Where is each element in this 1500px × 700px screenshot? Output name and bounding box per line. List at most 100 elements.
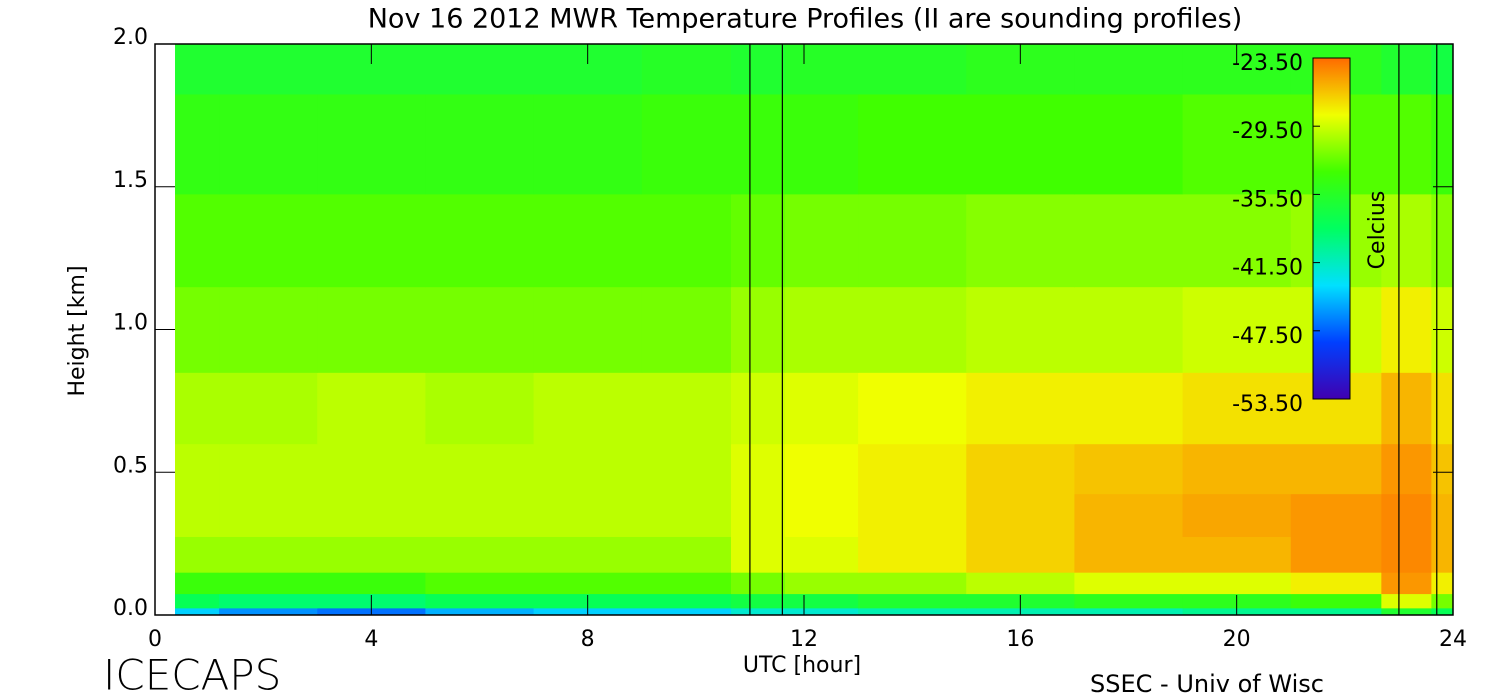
contour-cell: [1074, 44, 1184, 95]
y-axis-label: Height [km]: [65, 265, 90, 396]
contour-cell: [1431, 372, 1454, 445]
contour-cell: [785, 572, 859, 595]
contour-cell: [1431, 593, 1454, 609]
contour-cell: [1074, 193, 1184, 288]
x-tick-label: 24: [1439, 627, 1467, 652]
contour-cell: [1381, 372, 1432, 445]
contour-cell: [966, 193, 1075, 288]
contour-cell: [425, 572, 535, 595]
x-axis-label: UTC [hour]: [743, 653, 861, 678]
contour-cell: [1381, 493, 1432, 537]
contour-cell: [1290, 536, 1382, 573]
contour-cell: [1381, 572, 1432, 595]
y-tick-label: 0.0: [113, 596, 148, 621]
contour-cell: [1182, 372, 1292, 445]
contour-cell: [730, 193, 786, 288]
contour-cell: [533, 493, 643, 537]
contour-cell: [1290, 593, 1382, 609]
contour-cell: [219, 493, 318, 537]
contour-cell: [317, 93, 426, 195]
contour-cell: [1182, 493, 1292, 537]
contour-cell: [785, 536, 859, 573]
y-tick-label: 0.5: [113, 453, 148, 478]
contour-cell: [966, 536, 1075, 573]
contour-cell: [785, 286, 859, 373]
contour-cell: [175, 593, 220, 609]
contour-cell: [1290, 493, 1382, 537]
contour-cell: [1182, 93, 1292, 195]
contour-cell: [641, 443, 732, 495]
contour-cell: [858, 593, 967, 609]
contour-cell: [219, 44, 318, 95]
contour-cell: [317, 193, 426, 288]
contour-cell: [175, 93, 220, 195]
contour-cell: [175, 286, 220, 373]
x-tick-label: 0: [148, 627, 162, 652]
contour-cell: [219, 443, 318, 495]
contour-cell: [1182, 193, 1292, 288]
contour-cell: [533, 286, 643, 373]
contour-cell: [1074, 493, 1184, 537]
contour-cell: [730, 493, 786, 537]
contour-cell: [219, 286, 318, 373]
contour-cell: [966, 493, 1075, 537]
contour-cell: [317, 443, 426, 495]
contour-cell: [317, 493, 426, 537]
contour-cell: [317, 372, 426, 445]
contour-cell: [785, 372, 859, 445]
y-tick-label: 1.5: [113, 168, 148, 193]
contour-cell: [1074, 572, 1184, 595]
contour-cell: [533, 193, 643, 288]
contour-cell: [1074, 443, 1184, 495]
contour-cell: [1431, 193, 1454, 288]
colorbar-tick-label: -29.50: [1232, 119, 1303, 144]
contour-cell: [175, 372, 220, 445]
contour-cell: [1182, 572, 1292, 595]
contour-cell: [730, 443, 786, 495]
contour-cell: [1290, 572, 1382, 595]
contour-cell: [219, 536, 318, 573]
contour-cell: [175, 193, 220, 288]
contour-cell: [219, 593, 318, 609]
contour-cell: [425, 536, 535, 573]
contour-cell: [533, 372, 643, 445]
contour-cell: [785, 93, 859, 195]
footer-left: ICECAPS: [103, 651, 281, 700]
contour-cell: [175, 443, 220, 495]
contour-cell: [1290, 443, 1382, 495]
contour-cell: [1381, 44, 1432, 95]
contour-cell: [1431, 44, 1454, 95]
contour-cell: [1074, 286, 1184, 373]
contour-cell: [1381, 286, 1432, 373]
contour-cell: [1381, 593, 1432, 609]
contour-cell: [1381, 443, 1432, 495]
contour-cell: [533, 536, 643, 573]
colorbar-tick-label: -41.50: [1232, 256, 1303, 281]
contour-cell: [1074, 593, 1184, 609]
colorbar-tick-label: -47.50: [1232, 324, 1303, 349]
contour-cell: [1431, 572, 1454, 595]
colorbar-label: Celcius: [1365, 191, 1390, 270]
y-tick-label: 2.0: [113, 25, 148, 50]
contour-cell: [858, 193, 967, 288]
x-tick-label: 8: [581, 627, 595, 652]
contour-cell: [425, 93, 535, 195]
contour-cell: [1074, 607, 1184, 616]
contour-cell: [966, 93, 1075, 195]
contour-cell: [533, 443, 643, 495]
contour-cell: [641, 493, 732, 537]
colorbar-tick-label: -23.50: [1232, 51, 1303, 76]
contour-cell: [425, 44, 535, 95]
contour-cell: [175, 44, 220, 95]
contour-cell: [1074, 372, 1184, 445]
contour-cell: [730, 93, 786, 195]
contour-cell: [533, 572, 643, 595]
contour-cell: [1431, 536, 1454, 573]
contour-cell: [858, 93, 967, 195]
contour-cell: [641, 572, 732, 595]
contour-cell: [966, 286, 1075, 373]
contour-cell: [858, 536, 967, 573]
contour-cell: [730, 44, 786, 95]
contour-cell: [425, 593, 535, 609]
